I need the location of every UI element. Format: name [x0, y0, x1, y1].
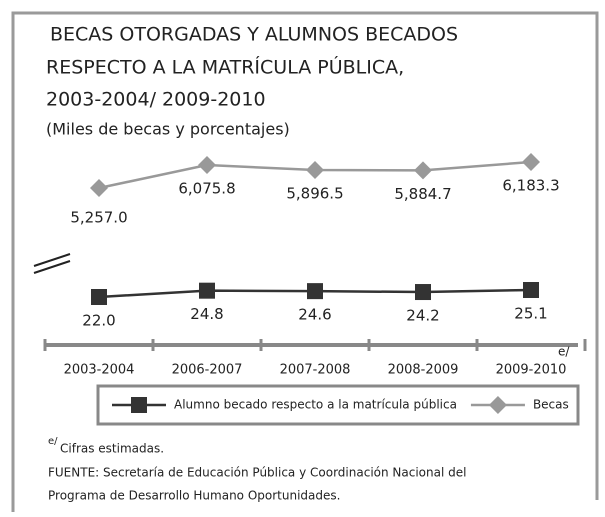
x-tick-label: 2008-2009	[388, 363, 459, 378]
data-label: 5,884.7	[394, 185, 451, 203]
source: Programa de Desarrollo Humano Oportunida…	[48, 489, 340, 503]
data-label: 24.8	[190, 305, 223, 323]
data-label: 5,896.5	[286, 185, 343, 203]
data-label: 24.6	[298, 306, 331, 324]
marker	[90, 179, 108, 197]
marker	[199, 282, 215, 299]
marker	[307, 283, 323, 300]
legend-label: Becas	[533, 398, 569, 412]
legend-box	[96, 384, 580, 426]
data-label: 24.2	[406, 307, 439, 325]
legend-label: Alumno becado respecto a la matrícula pú…	[174, 398, 457, 412]
marker	[523, 282, 539, 298]
x-tick-label: 2006-2007	[172, 363, 243, 378]
chart-title: 2003-2004/ 2009-2010	[46, 89, 266, 111]
marker	[131, 397, 147, 413]
data-label: 6,075.8	[178, 180, 235, 198]
footnote: Cifras estimadas.	[60, 442, 164, 456]
marker	[415, 284, 431, 301]
chart-title: RESPECTO A LA MATRÍCULA PÚBLICA,	[46, 55, 404, 79]
chart-subtitle: (Miles de becas y porcentajes)	[46, 120, 290, 139]
marker	[198, 156, 216, 175]
x-tick-label: 2009-2010	[496, 363, 567, 378]
marker	[488, 396, 507, 414]
marker	[414, 161, 432, 180]
data-label: 22.0	[82, 312, 115, 330]
chart-title: BECAS OTORGADAS Y ALUMNOS BECADOS	[50, 24, 458, 46]
data-label: 25.1	[514, 305, 547, 323]
x-tick-label: 2003-2004	[64, 363, 135, 378]
marker	[91, 289, 107, 305]
data-label: 5,257.0	[70, 209, 127, 227]
frame	[11, 11, 599, 512]
footnote-mark: e/	[48, 436, 58, 447]
annotation: e/	[558, 345, 570, 359]
marker	[522, 153, 540, 171]
source: FUENTE: Secretaría de Educación Pública …	[48, 466, 466, 480]
data-label: 6,183.3	[502, 177, 559, 195]
x-tick-label: 2007-2008	[280, 363, 351, 378]
marker	[306, 161, 324, 180]
axis-break	[33, 260, 71, 274]
axis-break	[33, 253, 71, 267]
